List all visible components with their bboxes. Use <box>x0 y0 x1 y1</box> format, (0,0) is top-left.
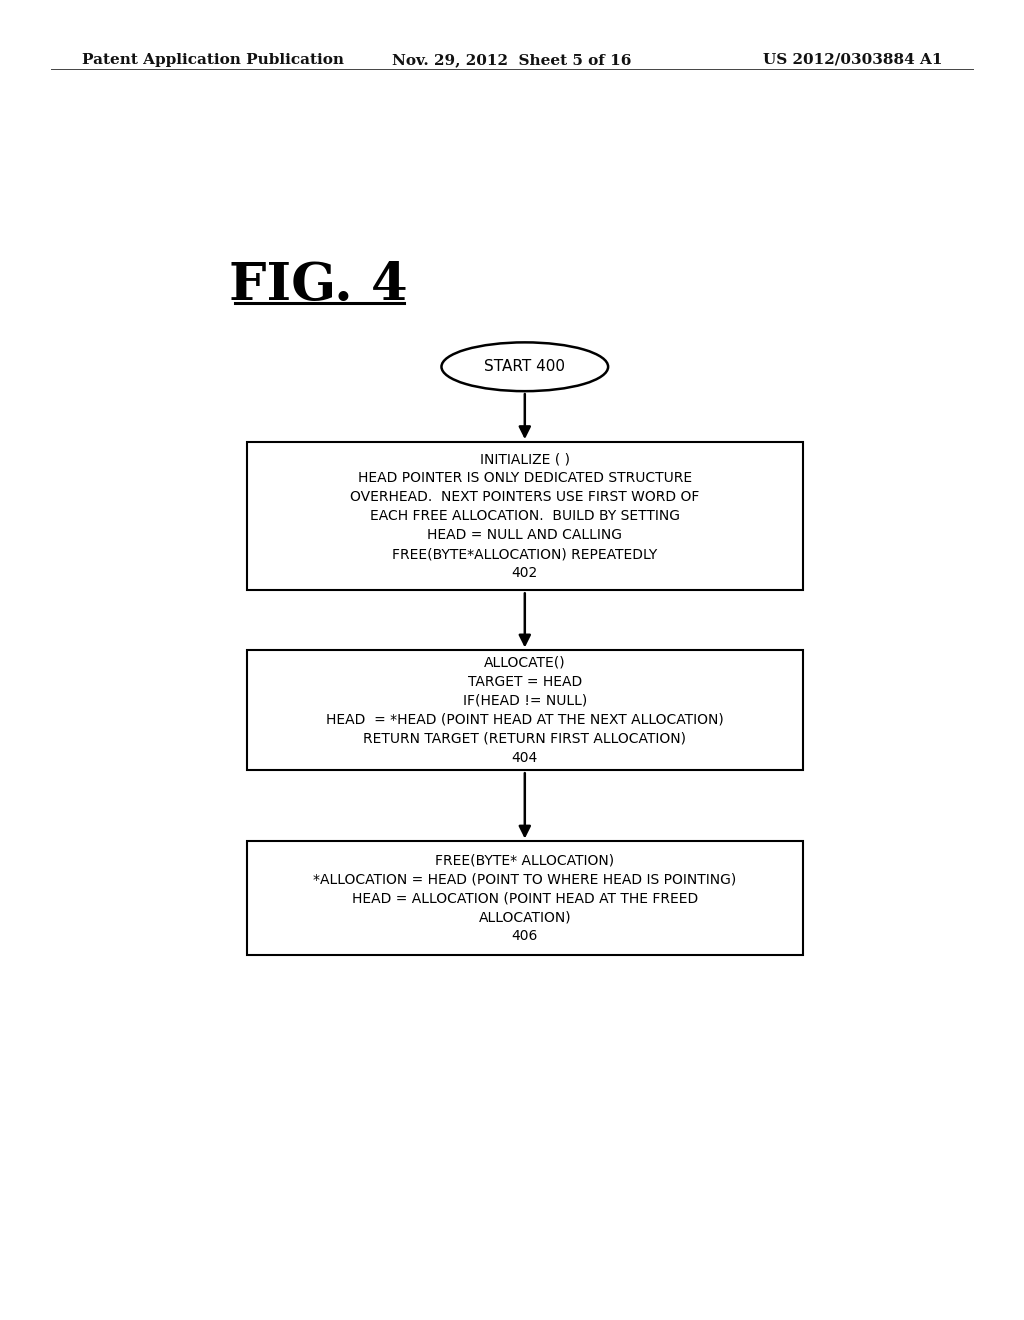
FancyBboxPatch shape <box>247 442 803 590</box>
Text: ALLOCATE()
TARGET = HEAD
IF(HEAD != NULL)
HEAD  = *HEAD (POINT HEAD AT THE NEXT : ALLOCATE() TARGET = HEAD IF(HEAD != NULL… <box>326 656 724 764</box>
Point <box>229 294 242 310</box>
Point <box>398 294 411 310</box>
FancyBboxPatch shape <box>247 841 803 956</box>
Text: START 400: START 400 <box>484 359 565 375</box>
Text: INITIALIZE ( )
HEAD POINTER IS ONLY DEDICATED STRUCTURE
OVERHEAD.  NEXT POINTERS: INITIALIZE ( ) HEAD POINTER IS ONLY DEDI… <box>350 453 699 579</box>
Text: FIG. 4: FIG. 4 <box>229 260 408 312</box>
Ellipse shape <box>441 342 608 391</box>
Text: Patent Application Publication: Patent Application Publication <box>82 53 344 67</box>
Text: US 2012/0303884 A1: US 2012/0303884 A1 <box>763 53 942 67</box>
FancyBboxPatch shape <box>247 651 803 771</box>
Text: Nov. 29, 2012  Sheet 5 of 16: Nov. 29, 2012 Sheet 5 of 16 <box>392 53 632 67</box>
Text: FREE(BYTE* ALLOCATION)
*ALLOCATION = HEAD (POINT TO WHERE HEAD IS POINTING)
HEAD: FREE(BYTE* ALLOCATION) *ALLOCATION = HEA… <box>313 854 736 944</box>
